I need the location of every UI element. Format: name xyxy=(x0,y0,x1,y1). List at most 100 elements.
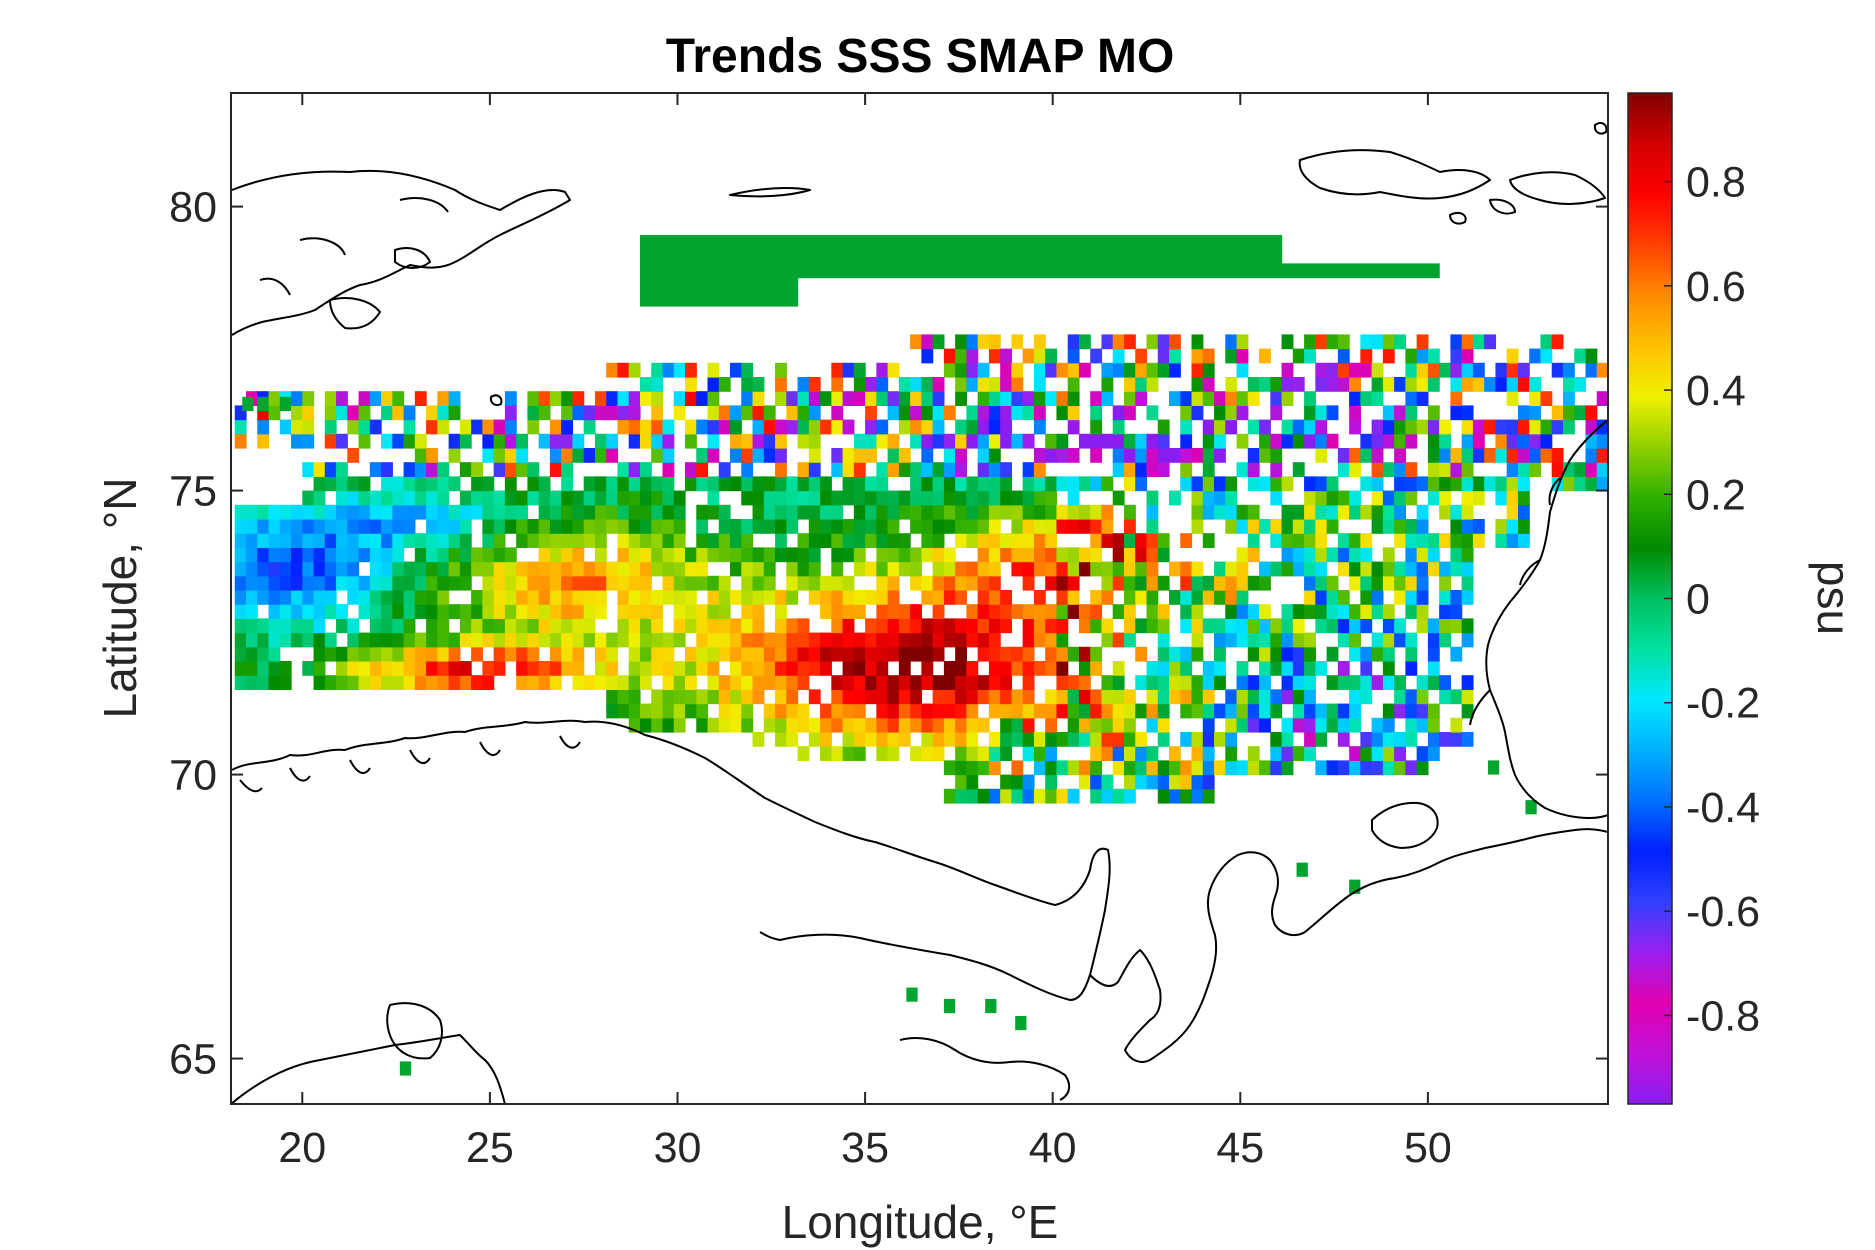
trend-cell xyxy=(302,618,315,634)
trend-cell xyxy=(538,391,551,406)
trend-cell xyxy=(572,433,585,449)
trend-cell xyxy=(808,447,821,463)
ice-edge-cell xyxy=(1033,234,1046,250)
trend-cell xyxy=(921,731,934,747)
trend-cell xyxy=(943,433,956,449)
trend-cell xyxy=(1326,376,1339,392)
trend-cell xyxy=(1349,632,1361,648)
trend-cell xyxy=(1169,746,1181,761)
trend-cell xyxy=(527,604,540,619)
ice-edge-cell xyxy=(898,234,911,250)
trend-cell xyxy=(1056,476,1069,492)
trend-cell xyxy=(1517,433,1530,449)
trend-cell xyxy=(628,490,641,506)
trend-cell xyxy=(1394,589,1406,605)
trend-cell xyxy=(279,618,292,634)
trend-cell xyxy=(1450,689,1463,705)
trend-cell xyxy=(1214,476,1226,492)
trend-cell xyxy=(234,660,247,676)
trend-cell xyxy=(1529,433,1542,449)
trend-cell xyxy=(1214,391,1226,406)
trend-cell xyxy=(730,703,742,719)
trend-cell xyxy=(1450,362,1463,378)
trend-cell xyxy=(797,618,810,634)
trend-cell xyxy=(493,604,506,619)
trend-cell xyxy=(414,632,427,648)
trend-cell xyxy=(1214,660,1226,676)
trend-cell xyxy=(639,476,652,492)
trend-cell xyxy=(1011,391,1024,406)
trend-cell xyxy=(369,618,382,634)
trend-cell xyxy=(268,589,281,605)
trend-cell xyxy=(921,490,934,506)
trend-cell xyxy=(943,518,956,534)
ice-edge-cell xyxy=(1337,263,1350,279)
trend-cell xyxy=(786,405,799,421)
trend-cell xyxy=(1191,504,1204,520)
trend-cell xyxy=(1146,689,1159,705)
trend-cell xyxy=(1394,575,1406,591)
x-axis: 20 25 30 35 40 45 50 xyxy=(278,93,1452,1172)
trend-cell xyxy=(482,533,495,548)
trend-cell xyxy=(594,433,607,449)
trend-cell xyxy=(583,447,596,463)
trend-cell xyxy=(1045,561,1058,577)
trend-cell xyxy=(369,419,382,435)
ice-edge-cell xyxy=(707,291,720,307)
trend-cell xyxy=(1472,490,1485,506)
trend-cell xyxy=(471,462,483,477)
trend-cell xyxy=(943,618,956,634)
trend-cell xyxy=(549,533,562,548)
trend-cell xyxy=(336,660,348,676)
trend-cell xyxy=(1112,731,1125,747)
trend-cell xyxy=(842,703,855,719)
trend-cell xyxy=(279,604,292,619)
trend-cell xyxy=(617,419,630,435)
ice-edge-cell xyxy=(786,249,799,264)
trend-cell xyxy=(932,518,945,534)
trend-cell xyxy=(977,362,990,378)
trend-cell xyxy=(1349,575,1361,591)
trend-cell xyxy=(853,462,866,477)
trend-cell xyxy=(741,533,754,548)
trend-cell xyxy=(1191,689,1204,705)
ice-edge-cell xyxy=(1169,234,1181,250)
trend-cell xyxy=(1123,462,1136,477)
trend-cell xyxy=(977,561,990,577)
trend-cell xyxy=(988,391,1001,406)
trend-cell xyxy=(1450,405,1463,421)
trend-cell xyxy=(1551,419,1564,435)
trend-cell xyxy=(651,589,664,605)
ice-edge-cell xyxy=(853,263,866,279)
trend-cell xyxy=(988,447,1001,463)
trend-cell xyxy=(1326,518,1339,534)
trend-cell xyxy=(842,462,855,477)
trend-cell xyxy=(358,504,371,520)
trend-cell xyxy=(426,632,438,648)
trend-cell xyxy=(1304,433,1316,449)
trend-cell xyxy=(324,476,337,492)
ice-edge-cell xyxy=(1090,249,1103,264)
isolated-cell xyxy=(985,998,997,1014)
trend-cell xyxy=(628,547,641,563)
trend-cell xyxy=(1202,774,1215,790)
trend-cell xyxy=(797,646,810,662)
trend-cell xyxy=(1270,490,1283,506)
trend-cell xyxy=(842,632,855,648)
trend-cell xyxy=(324,589,337,605)
trend-cell xyxy=(887,675,900,690)
trend-cell xyxy=(943,504,956,520)
trend-cell xyxy=(898,675,911,690)
trend-cell xyxy=(324,561,337,577)
trend-cell xyxy=(594,660,607,676)
y-tick-label: 70 xyxy=(169,752,217,800)
trend-cell xyxy=(1416,703,1429,719)
trend-cell xyxy=(1360,447,1373,463)
trend-cell xyxy=(1067,689,1080,705)
ice-edge-cell xyxy=(1259,249,1271,264)
trend-cell xyxy=(1112,447,1125,463)
trend-cell xyxy=(842,618,855,634)
trend-cell xyxy=(234,433,247,449)
trend-cell xyxy=(617,689,630,705)
trend-cell xyxy=(1495,419,1508,435)
